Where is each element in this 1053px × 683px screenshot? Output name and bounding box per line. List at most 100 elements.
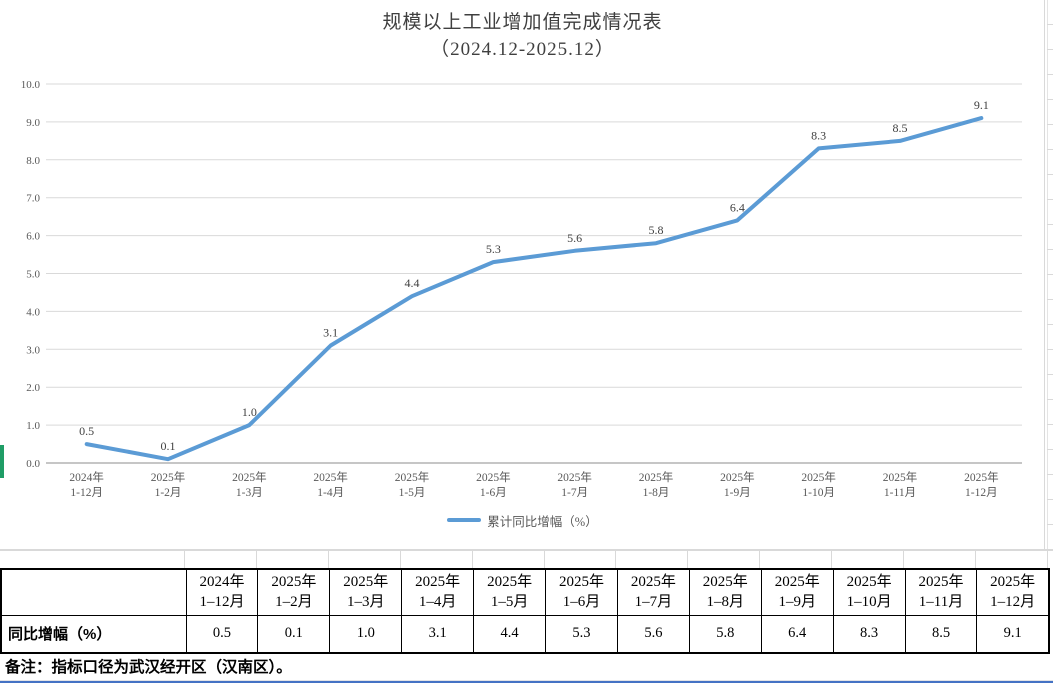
table-col-header[interactable]: 2025年 1–6月 bbox=[545, 568, 618, 616]
bottom-accent-line bbox=[0, 681, 1053, 683]
sheet-row-gridlines bbox=[1047, 0, 1053, 549]
y-tick-label: 5.0 bbox=[26, 269, 40, 281]
table-cell[interactable]: 5.3 bbox=[545, 614, 618, 654]
x-tick-label: 1-3月 bbox=[236, 487, 263, 499]
y-tick-label: 0.0 bbox=[26, 458, 40, 470]
x-tick-label: 1-10月 bbox=[802, 487, 835, 499]
y-tick-label: 1.0 bbox=[26, 420, 40, 432]
data-label: 5.8 bbox=[649, 223, 664, 237]
data-label: 5.3 bbox=[486, 242, 501, 256]
x-tick-label: 2025年 bbox=[313, 470, 348, 484]
x-tick-label: 2025年 bbox=[639, 470, 674, 484]
panel-divider-line bbox=[0, 549, 1053, 551]
table-col-header[interactable]: 2025年 1–10月 bbox=[832, 568, 906, 616]
sheet-row-indicator bbox=[0, 445, 4, 478]
sheet-cell bbox=[0, 551, 185, 568]
note-text: 备注：指标口径为武汉经开区（汉南区）。 bbox=[5, 659, 292, 676]
y-tick-label: 8.0 bbox=[26, 155, 40, 167]
table-col-header[interactable]: 2025年 1–7月 bbox=[616, 568, 690, 616]
sheet-cell bbox=[832, 551, 905, 568]
x-tick-label: 2025年 bbox=[232, 470, 267, 484]
spreadsheet-spacer-row bbox=[0, 551, 1053, 568]
sheet-cell bbox=[257, 551, 329, 568]
bottom-hairline bbox=[0, 680, 1053, 681]
table-col-header[interactable]: 2025年 1–8月 bbox=[688, 568, 762, 616]
data-label: 0.5 bbox=[79, 424, 94, 438]
table-row: 同比增幅（%） 0.5 0.1 1.0 3.1 4.4 5.3 5.6 5.8 6.4 8.3 8.5… bbox=[0, 614, 1050, 654]
data-label: 1.0 bbox=[242, 405, 257, 419]
y-tick-label: 2.0 bbox=[26, 382, 40, 394]
sheet-cell bbox=[473, 551, 545, 568]
x-tick-label: 1-8月 bbox=[643, 487, 670, 499]
data-label: 6.4 bbox=[730, 200, 745, 214]
x-tick-label: 1-6月 bbox=[480, 487, 507, 499]
legend-label: 累计同比增幅（%） bbox=[487, 514, 598, 529]
data-label: 8.5 bbox=[893, 121, 908, 135]
table-col-header[interactable]: 2025年 1–9月 bbox=[760, 568, 834, 616]
chart-title-line2: （2024.12-2025.12） bbox=[430, 39, 615, 60]
table-header-row: 2024年 1–12月 2025年 1–2月 2025年 1–3月 2025年 1–4月 202… bbox=[0, 568, 1050, 616]
x-tick-label: 2025年 bbox=[395, 470, 430, 484]
legend-line-marker bbox=[447, 518, 482, 522]
table-cell[interactable]: 6.4 bbox=[760, 614, 834, 654]
data-label: 9.1 bbox=[974, 98, 989, 112]
y-tick-label: 6.0 bbox=[26, 231, 40, 243]
table-cell[interactable]: 8.5 bbox=[904, 614, 978, 654]
table-col-header[interactable]: 2024年 1–12月 bbox=[185, 568, 259, 616]
data-label: 4.4 bbox=[405, 276, 420, 290]
y-tick-label: 7.0 bbox=[26, 193, 40, 205]
sheet-cell bbox=[545, 551, 617, 568]
sheet-cell bbox=[904, 551, 976, 568]
chart-title: 规模以上工业增加值完成情况表 （2024.12-2025.12） bbox=[0, 9, 1045, 63]
line-chart-svg: 0.0 1.0 2.0 3.0 4.0 5.0 6.0 7.0 8.0 9.0 10.0 2024年 1… bbox=[21, 79, 1022, 499]
table-col-header[interactable]: 2025年 1–5月 bbox=[473, 568, 547, 616]
sheet-cell bbox=[329, 551, 401, 568]
x-tick-label: 2025年 bbox=[720, 470, 755, 484]
table-cell[interactable]: 9.1 bbox=[976, 614, 1050, 654]
table-cell[interactable]: 8.3 bbox=[832, 614, 906, 654]
table-col-header[interactable]: 2025年 1–4月 bbox=[401, 568, 475, 616]
table-col-header[interactable]: 2025年 1–3月 bbox=[329, 568, 403, 616]
table-cell[interactable]: 5.6 bbox=[616, 614, 690, 654]
sheet-cell bbox=[760, 551, 833, 568]
table-corner-cell[interactable] bbox=[0, 568, 187, 616]
x-tick-label: 2025年 bbox=[557, 470, 592, 484]
chart-legend: 累计同比增幅（%） bbox=[0, 511, 1045, 529]
table-cell[interactable]: 4.4 bbox=[473, 614, 547, 654]
x-tick-label: 2024年 bbox=[69, 470, 104, 484]
x-tick-label: 2025年 bbox=[801, 470, 836, 484]
chart-area[interactable]: 0.0 1.0 2.0 3.0 4.0 5.0 6.0 7.0 8.0 9.0 10.0 2024年 1… bbox=[0, 0, 1053, 550]
y-tick-label: 9.0 bbox=[26, 117, 40, 129]
table-cell[interactable]: 1.0 bbox=[329, 614, 403, 654]
chart-title-line1: 规模以上工业增加值完成情况表 bbox=[382, 12, 663, 33]
table-col-header[interactable]: 2025年 1–2月 bbox=[257, 568, 331, 616]
series-line bbox=[84, 116, 984, 462]
data-label: 0.1 bbox=[161, 439, 176, 453]
table-cell[interactable]: 0.5 bbox=[185, 614, 259, 654]
sheet-cell bbox=[688, 551, 761, 568]
x-tick-label: 1-12月 bbox=[70, 487, 103, 499]
sheet-cell bbox=[976, 551, 1048, 568]
sheet-column-gridline bbox=[1044, 0, 1045, 549]
x-tick-label: 1-4月 bbox=[317, 487, 344, 499]
data-label: 5.6 bbox=[567, 231, 582, 245]
data-label: 8.3 bbox=[811, 128, 826, 142]
y-tick-label: 4.0 bbox=[26, 306, 40, 318]
x-tick-label: 2025年 bbox=[964, 470, 999, 484]
table-col-header[interactable]: 2025年 1–12月 bbox=[976, 568, 1050, 616]
table-row-label[interactable]: 同比增幅（%） bbox=[0, 614, 187, 654]
x-tick-label: 2025年 bbox=[883, 470, 918, 484]
table-cell[interactable]: 0.1 bbox=[257, 614, 331, 654]
data-table: 2024年 1–12月 2025年 1–2月 2025年 1–3月 2025年 1–4月 202… bbox=[0, 568, 1050, 654]
x-tick-label: 2025年 bbox=[476, 470, 511, 484]
note-row[interactable]: 备注：指标口径为武汉经开区（汉南区）。 bbox=[0, 653, 1053, 679]
x-tick-label: 1-2月 bbox=[155, 487, 182, 499]
data-label: 3.1 bbox=[323, 326, 338, 340]
x-tick-label: 2025年 bbox=[151, 470, 186, 484]
y-tick-label: 10.0 bbox=[21, 79, 41, 91]
sheet-cell bbox=[401, 551, 473, 568]
table-col-header[interactable]: 2025年 1–11月 bbox=[904, 568, 978, 616]
table-cell[interactable]: 5.8 bbox=[688, 614, 762, 654]
x-tick-label: 1-9月 bbox=[724, 487, 751, 499]
table-cell[interactable]: 3.1 bbox=[401, 614, 475, 654]
